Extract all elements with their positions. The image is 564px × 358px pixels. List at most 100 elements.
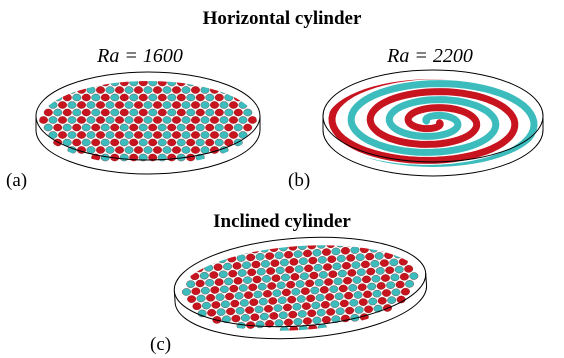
blob	[72, 139, 81, 146]
blob	[254, 306, 263, 314]
blob	[106, 146, 115, 153]
blob	[289, 258, 298, 266]
blob	[261, 260, 270, 268]
blob	[196, 79, 205, 86]
blob	[149, 109, 158, 116]
blob	[130, 109, 139, 116]
blob	[231, 315, 240, 323]
blob	[182, 288, 191, 296]
blob	[234, 94, 243, 101]
blob	[190, 272, 199, 280]
blob	[220, 131, 229, 138]
blob	[306, 294, 315, 302]
section-title: Inclined cylinder	[213, 211, 351, 232]
blob	[229, 101, 238, 108]
blob	[389, 259, 398, 267]
blob	[153, 116, 162, 123]
blob	[357, 268, 366, 276]
panel-tag: (a)	[6, 170, 27, 191]
blob	[49, 101, 58, 108]
blob	[210, 86, 219, 93]
blob	[168, 94, 177, 101]
blob	[285, 266, 294, 274]
blob	[201, 131, 210, 138]
blob	[362, 275, 371, 283]
blob	[325, 293, 334, 301]
blob	[258, 283, 267, 291]
blob	[144, 131, 153, 138]
blob	[115, 116, 124, 123]
blob	[134, 86, 143, 93]
blob	[278, 296, 287, 304]
blob	[101, 94, 110, 101]
blob	[317, 309, 326, 317]
blob	[282, 289, 291, 297]
blob	[72, 124, 81, 131]
blob	[91, 139, 100, 146]
blob	[144, 146, 153, 153]
blob	[312, 249, 321, 257]
blob	[227, 255, 236, 263]
blob	[125, 101, 134, 108]
blob	[284, 319, 293, 327]
blob	[271, 274, 280, 282]
blob	[96, 146, 105, 153]
blob	[106, 131, 115, 138]
blob	[144, 101, 153, 108]
blob	[250, 246, 259, 254]
blob	[274, 319, 283, 327]
blob	[238, 269, 247, 277]
blob	[298, 310, 307, 318]
blob	[223, 263, 232, 271]
blob	[379, 244, 388, 252]
blob	[187, 109, 196, 116]
blob	[148, 124, 157, 131]
blob	[163, 101, 172, 108]
blob	[304, 264, 313, 272]
blob	[244, 109, 253, 116]
blob	[302, 235, 311, 243]
blob	[191, 287, 200, 295]
blob	[209, 271, 218, 279]
blob	[92, 94, 101, 101]
blob	[167, 139, 176, 146]
blob	[346, 254, 355, 262]
blob	[101, 109, 110, 116]
blob	[234, 109, 243, 116]
blob	[87, 131, 96, 138]
blob	[276, 266, 285, 274]
blob	[341, 247, 350, 255]
blob	[225, 293, 234, 301]
blob	[248, 283, 257, 291]
blob	[111, 94, 120, 101]
blob	[201, 287, 210, 295]
blob	[352, 276, 361, 284]
blob	[82, 109, 91, 116]
cylinder	[171, 227, 430, 347]
blob	[177, 109, 186, 116]
blob	[310, 287, 319, 295]
blob	[305, 279, 314, 287]
blob	[241, 314, 250, 322]
blob	[210, 116, 219, 123]
blob	[210, 101, 219, 108]
blob	[120, 154, 129, 161]
blob	[44, 124, 53, 131]
blob	[153, 146, 162, 153]
blob	[139, 79, 148, 86]
blob	[63, 124, 72, 131]
blob	[312, 317, 321, 325]
blob	[163, 86, 172, 93]
blob	[368, 298, 377, 306]
blob	[205, 139, 214, 146]
blob	[182, 116, 191, 123]
blob	[134, 131, 143, 138]
blob	[87, 86, 96, 93]
blob	[336, 307, 345, 315]
blob	[277, 281, 286, 289]
blob	[268, 297, 277, 305]
blob	[244, 291, 253, 299]
blob	[125, 116, 134, 123]
blob	[129, 139, 138, 146]
blob	[348, 284, 357, 292]
